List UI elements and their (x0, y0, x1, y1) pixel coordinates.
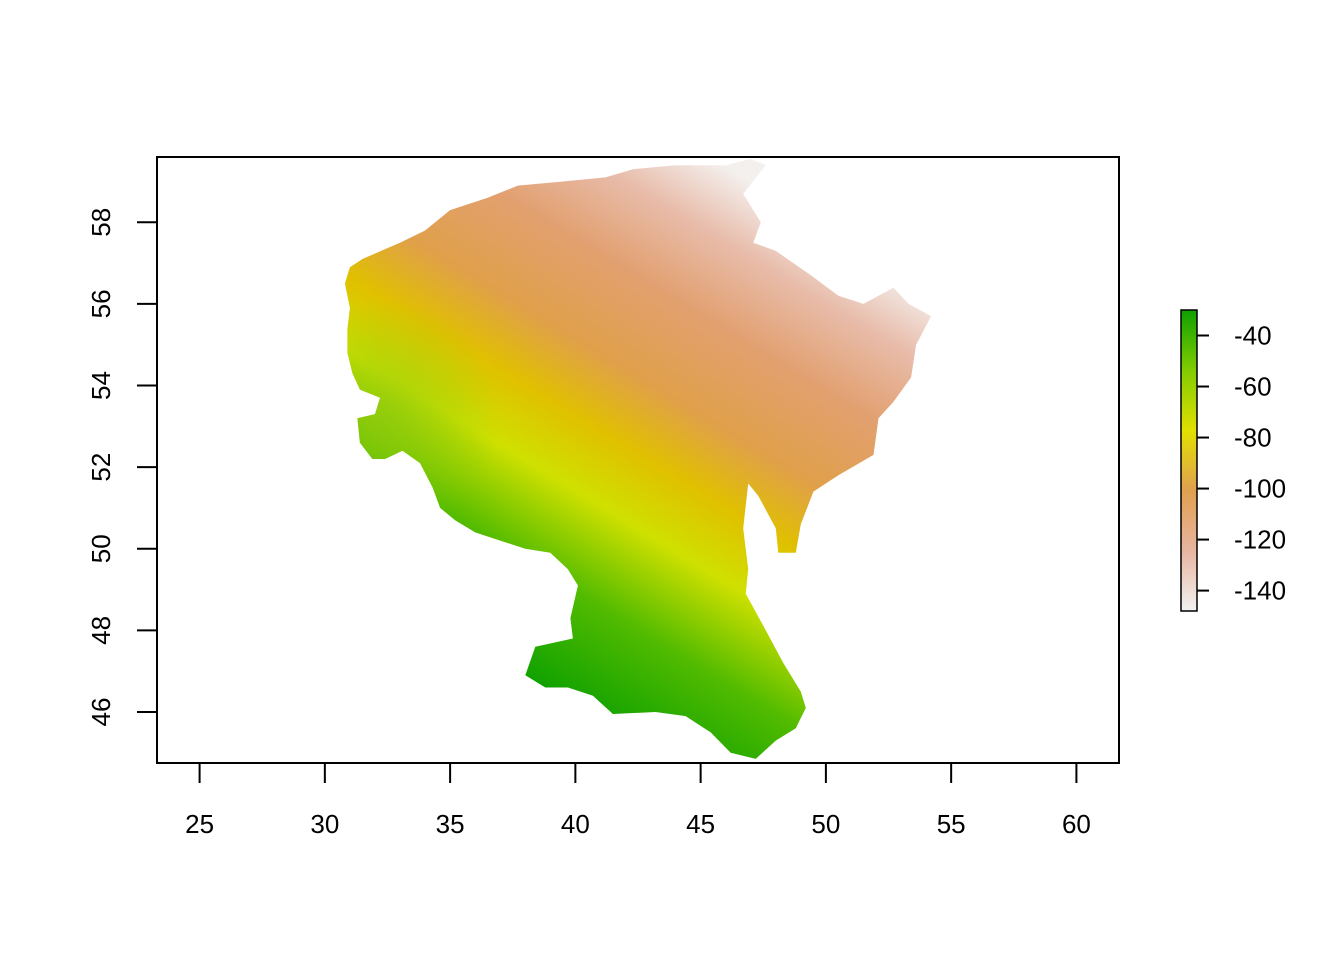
x-tick-label: 25 (185, 809, 214, 839)
y-tick-label: 52 (86, 453, 116, 482)
x-tick-label: 45 (686, 809, 715, 839)
y-tick-label: 46 (86, 698, 116, 727)
x-axis: 25 30 35 40 45 50 55 60 (185, 762, 1091, 839)
y-axis: 46 48 50 52 54 56 58 (86, 208, 158, 727)
colorbar-gradient (1180, 309, 1198, 612)
x-tick-label: 50 (811, 809, 840, 839)
raster-region (344, 159, 932, 759)
x-tick-label: 35 (436, 809, 465, 839)
x-tick-label: 60 (1062, 809, 1091, 839)
x-tick-label: 30 (310, 809, 339, 839)
y-tick-label: 54 (86, 371, 116, 400)
y-tick-label: 58 (86, 208, 116, 237)
x-tick-label: 40 (561, 809, 590, 839)
y-tick-label: 56 (86, 289, 116, 318)
colorbar-tick-label: -80 (1234, 423, 1272, 453)
colorbar-tick-label: -120 (1234, 525, 1286, 555)
colorbar-tick-label: -40 (1234, 321, 1272, 351)
y-tick-label: 50 (86, 534, 116, 563)
colorbar-ticks: -40 -60 -80 -100 -120 -140 (1197, 321, 1286, 606)
colorbar-tick-label: -140 (1234, 576, 1286, 606)
x-tick-label: 55 (937, 809, 966, 839)
colorbar-legend: -40 -60 -80 -100 -120 -140 (1180, 309, 1286, 612)
colorbar-tick-label: -100 (1234, 474, 1286, 504)
y-tick-label: 48 (86, 616, 116, 645)
colorbar-tick-label: -60 (1234, 372, 1272, 402)
